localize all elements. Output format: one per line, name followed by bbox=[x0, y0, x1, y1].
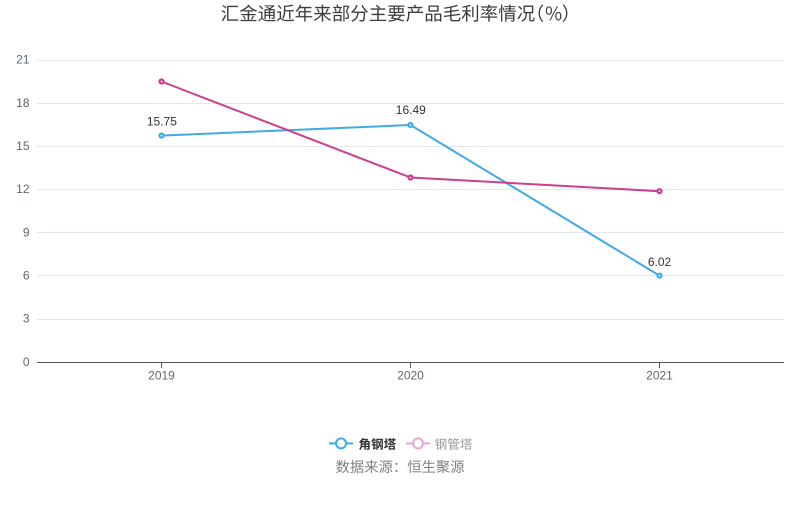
svg-text:12: 12 bbox=[16, 182, 30, 196]
svg-text:2019: 2019 bbox=[148, 369, 175, 383]
svg-text:21: 21 bbox=[16, 53, 30, 67]
svg-text:2021: 2021 bbox=[646, 369, 673, 383]
svg-text:15.75: 15.75 bbox=[147, 114, 177, 128]
svg-text:6: 6 bbox=[23, 269, 30, 283]
svg-text:3: 3 bbox=[23, 312, 30, 326]
svg-text:9: 9 bbox=[23, 225, 30, 239]
svg-text:0: 0 bbox=[23, 355, 30, 369]
svg-text:16.49: 16.49 bbox=[396, 103, 426, 117]
svg-text:6.02: 6.02 bbox=[648, 255, 672, 269]
svg-text:15: 15 bbox=[16, 139, 30, 153]
svg-text:2020: 2020 bbox=[397, 369, 424, 383]
svg-text:18: 18 bbox=[16, 96, 30, 110]
